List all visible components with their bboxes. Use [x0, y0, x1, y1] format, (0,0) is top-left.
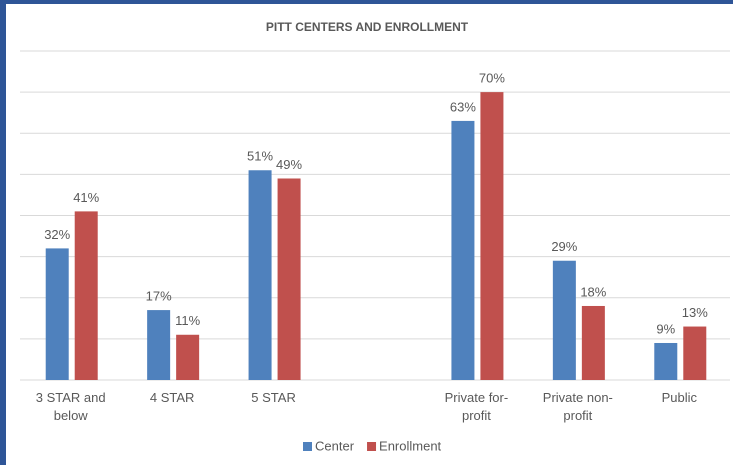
x-tick-label: Public — [661, 390, 697, 405]
data-label: 70% — [479, 71, 505, 86]
x-tick-label: 5 STAR — [251, 390, 296, 405]
data-label: 17% — [146, 289, 172, 304]
legend-swatch — [303, 442, 312, 451]
bar — [147, 310, 171, 380]
x-tick-label: 4 STAR — [149, 390, 195, 405]
x-tick-label: Private non-profit — [542, 390, 613, 423]
data-label: 51% — [247, 149, 273, 164]
data-label: 63% — [450, 99, 476, 114]
bar — [552, 260, 576, 380]
data-label: 18% — [580, 284, 606, 299]
x-tick-label: 3 STAR and below — [35, 390, 106, 423]
x-tick-label: Private for-profit — [444, 390, 509, 423]
legend-label: Enrollment — [379, 438, 442, 453]
bar — [581, 305, 605, 380]
bar — [176, 334, 200, 380]
data-label: 13% — [682, 305, 708, 320]
legend-swatch — [367, 442, 377, 451]
data-label: 29% — [551, 239, 577, 254]
bar — [451, 120, 475, 380]
data-label: 49% — [276, 157, 302, 172]
chart-title: PITT CENTERS AND ENROLLMENT — [266, 20, 469, 34]
bar — [74, 211, 98, 380]
bar — [248, 170, 272, 380]
frame-left — [0, 0, 6, 465]
legend-label: Center — [315, 438, 355, 453]
bar — [45, 248, 69, 380]
data-label: 41% — [73, 190, 99, 205]
bar — [480, 92, 504, 380]
bar — [683, 326, 707, 380]
data-label: 9% — [656, 321, 675, 336]
data-label: 32% — [44, 227, 70, 242]
bar — [654, 342, 678, 380]
bar — [277, 178, 301, 380]
data-label: 11% — [175, 313, 200, 328]
frame-top — [0, 0, 733, 4]
